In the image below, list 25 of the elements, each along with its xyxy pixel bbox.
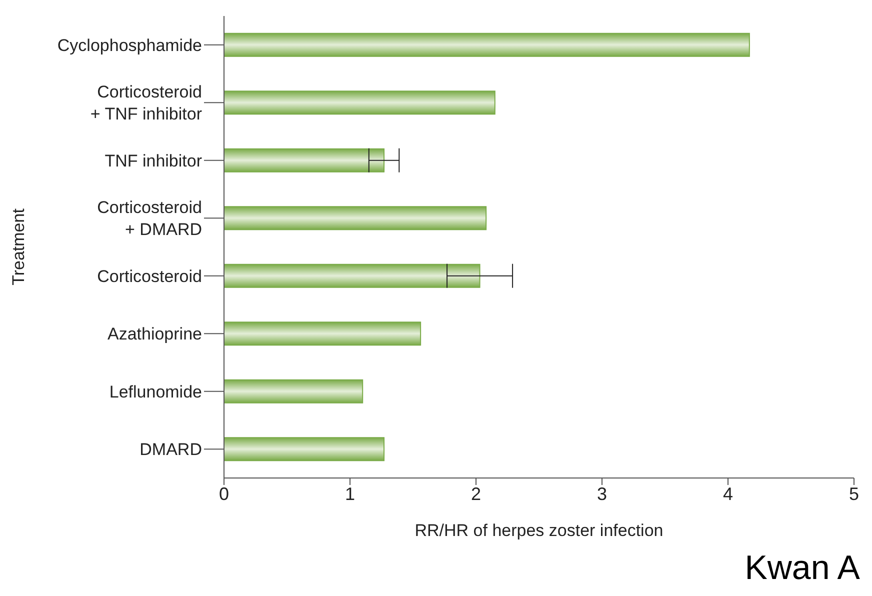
x-tick-label: 1 <box>344 484 356 504</box>
y-tick-label: Corticosteroid + DMARD <box>97 198 202 240</box>
bar <box>224 32 750 57</box>
x-axis-title: RR/HR of herpes zoster infection <box>414 521 664 540</box>
y-tick-label: Corticosteroid + TNF inhibitor <box>90 82 202 124</box>
bar <box>224 206 487 230</box>
y-tick-label: Corticosteroid <box>97 266 202 286</box>
y-tick-label: DMARD <box>140 440 202 460</box>
x-tick-label: 4 <box>722 484 734 504</box>
y-tick-label: Cyclophosphamide <box>57 36 202 55</box>
x-tick-label: 2 <box>470 484 482 504</box>
bar <box>224 437 385 462</box>
x-tick-label: 0 <box>218 484 230 504</box>
bar <box>224 264 480 288</box>
y-tick-label: Azathioprine <box>107 324 202 344</box>
text: Kwan A <box>744 549 860 588</box>
bar <box>224 379 364 404</box>
bar <box>224 90 496 115</box>
bar <box>224 322 422 346</box>
x-tick-label: 3 <box>596 484 608 504</box>
y-tick-label: TNF inhibitor <box>104 151 202 170</box>
bar <box>224 148 385 172</box>
y-tick-label: Leflunomide <box>109 382 202 402</box>
x-tick-label: 5 <box>848 484 860 504</box>
y-axis-title: Treatment <box>9 208 28 286</box>
